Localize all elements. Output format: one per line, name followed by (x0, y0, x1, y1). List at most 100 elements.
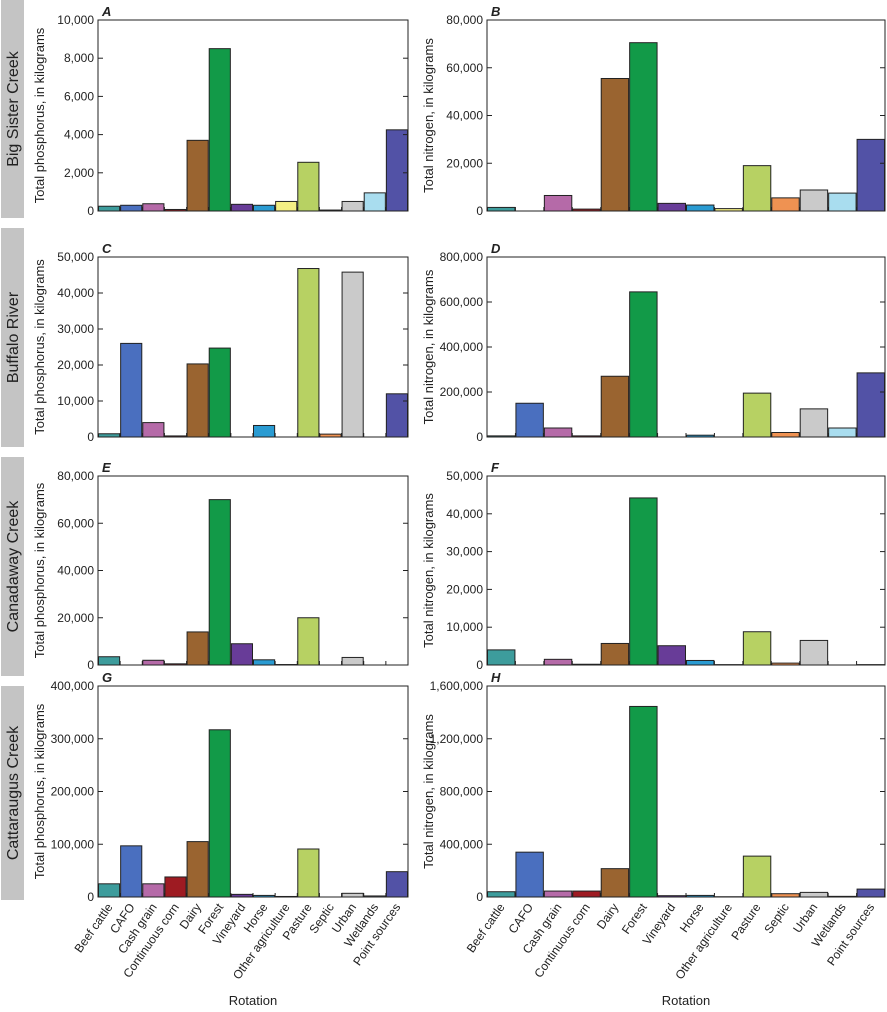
y-axis-label: Total phosphorus, in kilograms (32, 27, 47, 203)
bar (297, 161, 320, 212)
bar (771, 432, 800, 438)
x-tick-label: Dairy (594, 901, 622, 932)
y-tick-label: 400,000 (440, 340, 484, 354)
bar (120, 342, 143, 438)
y-tick-label: 10,000 (57, 394, 94, 408)
bar (828, 192, 857, 212)
y-tick-label: 0 (476, 890, 483, 904)
bar (742, 631, 772, 666)
bar (253, 659, 276, 666)
y-axis-label: Total nitrogen, in kilograms (421, 714, 436, 869)
bar (657, 202, 686, 212)
y-tick-label: 0 (476, 430, 483, 444)
y-tick-label: 50,000 (57, 250, 94, 264)
x-axis-label: Rotation (662, 993, 710, 1008)
y-tick-label: 200,000 (440, 385, 484, 399)
bar (142, 203, 165, 212)
y-tick-label: 20,000 (446, 156, 483, 170)
bar (742, 392, 772, 438)
y-tick-label: 80,000 (57, 469, 94, 483)
bar (208, 729, 231, 898)
x-tick-label: Pasture (728, 900, 763, 942)
y-tick-label: 6,000 (64, 89, 94, 103)
plot-frame (97, 19, 409, 212)
panel-f: 0 10,000 20,000 30,000 40,000 50,000 F Total ni… (421, 460, 886, 672)
panel-h: 0 400,000 800,000 1,200,000 1,600,000 H Total … (421, 670, 886, 1008)
y-axis-label: Total phosphorus, in kilograms (32, 259, 47, 435)
y-axis-label: Total nitrogen, in kilograms (421, 269, 436, 424)
y-tick-label: 0 (476, 658, 483, 672)
y-tick-label: 800,000 (440, 785, 484, 799)
panel-letter: H (491, 670, 501, 685)
bar (600, 642, 630, 666)
panel-a: 0 2,000 4,000 6,000 8,000 10,000 A Total phosph… (32, 4, 409, 218)
y-tick-label: 30,000 (57, 322, 94, 336)
y-tick-label: 60,000 (57, 516, 94, 530)
row-label-box (1, 228, 24, 447)
bar (120, 845, 143, 898)
bar (600, 375, 630, 438)
bar (771, 197, 800, 212)
panel-letter: B (491, 4, 500, 19)
plot-frame (97, 685, 409, 898)
bar (186, 139, 209, 212)
panel-g: 0 100,000 200,000 300,000 400,000 G Total phos… (32, 670, 409, 1008)
bar (230, 203, 254, 212)
bar (686, 204, 715, 212)
row-label-box (1, 457, 24, 676)
bar (341, 892, 364, 898)
y-tick-label: 40,000 (57, 286, 94, 300)
bar (487, 891, 516, 898)
y-tick-label: 80,000 (446, 13, 483, 27)
row-label: Big Sister Creek (5, 50, 22, 167)
bar (186, 841, 209, 898)
panel-letter: G (102, 670, 112, 685)
y-tick-label: 1,600,000 (430, 679, 484, 693)
y-tick-label: 0 (87, 890, 94, 904)
y-tick-label: 800,000 (440, 250, 484, 264)
bar (98, 656, 121, 666)
y-tick-label: 40,000 (446, 109, 483, 123)
bar (799, 189, 829, 212)
y-axis-label: Total phosphorus, in kilograms (32, 703, 47, 879)
row-label: Canadaway Creek (5, 500, 22, 633)
bar (275, 200, 298, 212)
bar (515, 402, 544, 438)
bar (230, 643, 254, 666)
bar (98, 205, 121, 212)
bar (297, 848, 320, 898)
bar (297, 617, 320, 666)
bar (385, 129, 409, 212)
plot-frame (486, 19, 886, 212)
bar (363, 192, 386, 212)
bar (600, 868, 630, 898)
y-tick-label: 30,000 (446, 545, 483, 559)
y-tick-label: 1,200,000 (430, 732, 484, 746)
bar (208, 499, 231, 666)
panel-letter: E (102, 460, 111, 475)
bar (572, 890, 601, 898)
bar (856, 138, 885, 212)
bar (341, 656, 364, 666)
bar (253, 424, 276, 438)
bar (297, 268, 320, 438)
bar (142, 422, 165, 438)
bar (487, 649, 516, 666)
bar (341, 200, 364, 212)
y-tick-label: 8,000 (64, 51, 94, 65)
y-tick-label: 100,000 (51, 837, 95, 851)
bar (686, 659, 715, 666)
y-tick-label: 0 (87, 658, 94, 672)
bar (799, 639, 829, 666)
bar (208, 347, 231, 438)
y-axis-label: Total phosphorus, in kilograms (32, 482, 47, 658)
y-tick-label: 0 (87, 204, 94, 218)
y-tick-label: 0 (87, 430, 94, 444)
panel-d: 0 200,000 400,000 600,000 800,000 D Total nitr… (421, 241, 886, 444)
y-tick-label: 300,000 (51, 732, 95, 746)
bar (142, 659, 165, 666)
y-tick-label: 10,000 (57, 13, 94, 27)
y-tick-label: 4,000 (64, 128, 94, 142)
y-tick-label: 20,000 (446, 582, 483, 596)
bar (629, 497, 658, 666)
